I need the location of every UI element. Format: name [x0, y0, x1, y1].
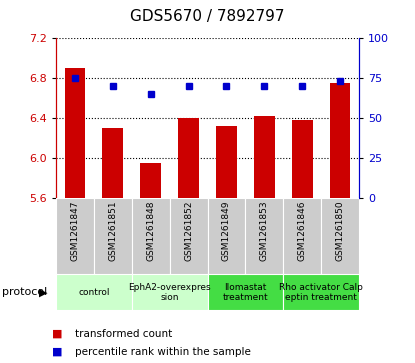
Bar: [94, 198, 132, 274]
Bar: [283, 198, 321, 274]
Bar: [245, 198, 283, 274]
Bar: [132, 274, 208, 310]
Text: transformed count: transformed count: [75, 329, 172, 339]
Text: GSM1261853: GSM1261853: [260, 200, 269, 261]
Bar: [65, 68, 85, 198]
Text: ■: ■: [52, 347, 62, 357]
Bar: [254, 116, 275, 198]
Bar: [178, 118, 199, 198]
Bar: [103, 128, 123, 198]
Bar: [330, 83, 350, 198]
Text: control: control: [78, 288, 110, 297]
Text: ■: ■: [52, 329, 62, 339]
Bar: [208, 274, 283, 310]
Text: ▶: ▶: [39, 287, 48, 297]
Text: GSM1261846: GSM1261846: [298, 200, 307, 261]
Text: EphA2-overexpres
sion: EphA2-overexpres sion: [128, 282, 211, 302]
Text: GSM1261848: GSM1261848: [146, 200, 155, 261]
Text: GSM1261850: GSM1261850: [336, 200, 344, 261]
Text: Ilomastat
treatment: Ilomastat treatment: [222, 282, 268, 302]
Text: GSM1261849: GSM1261849: [222, 200, 231, 261]
Bar: [283, 274, 359, 310]
Text: GSM1261851: GSM1261851: [108, 200, 117, 261]
Bar: [292, 120, 312, 198]
Bar: [321, 198, 359, 274]
Bar: [132, 198, 170, 274]
Text: protocol: protocol: [2, 287, 47, 297]
Bar: [56, 198, 94, 274]
Text: GSM1261852: GSM1261852: [184, 200, 193, 261]
Bar: [56, 274, 132, 310]
Bar: [140, 163, 161, 198]
Text: percentile rank within the sample: percentile rank within the sample: [75, 347, 251, 357]
Text: Rho activator Calp
eptin treatment: Rho activator Calp eptin treatment: [279, 282, 363, 302]
Text: GSM1261847: GSM1261847: [71, 200, 79, 261]
Bar: [208, 198, 245, 274]
Bar: [170, 198, 208, 274]
Text: GDS5670 / 7892797: GDS5670 / 7892797: [130, 9, 285, 24]
Bar: [216, 126, 237, 198]
